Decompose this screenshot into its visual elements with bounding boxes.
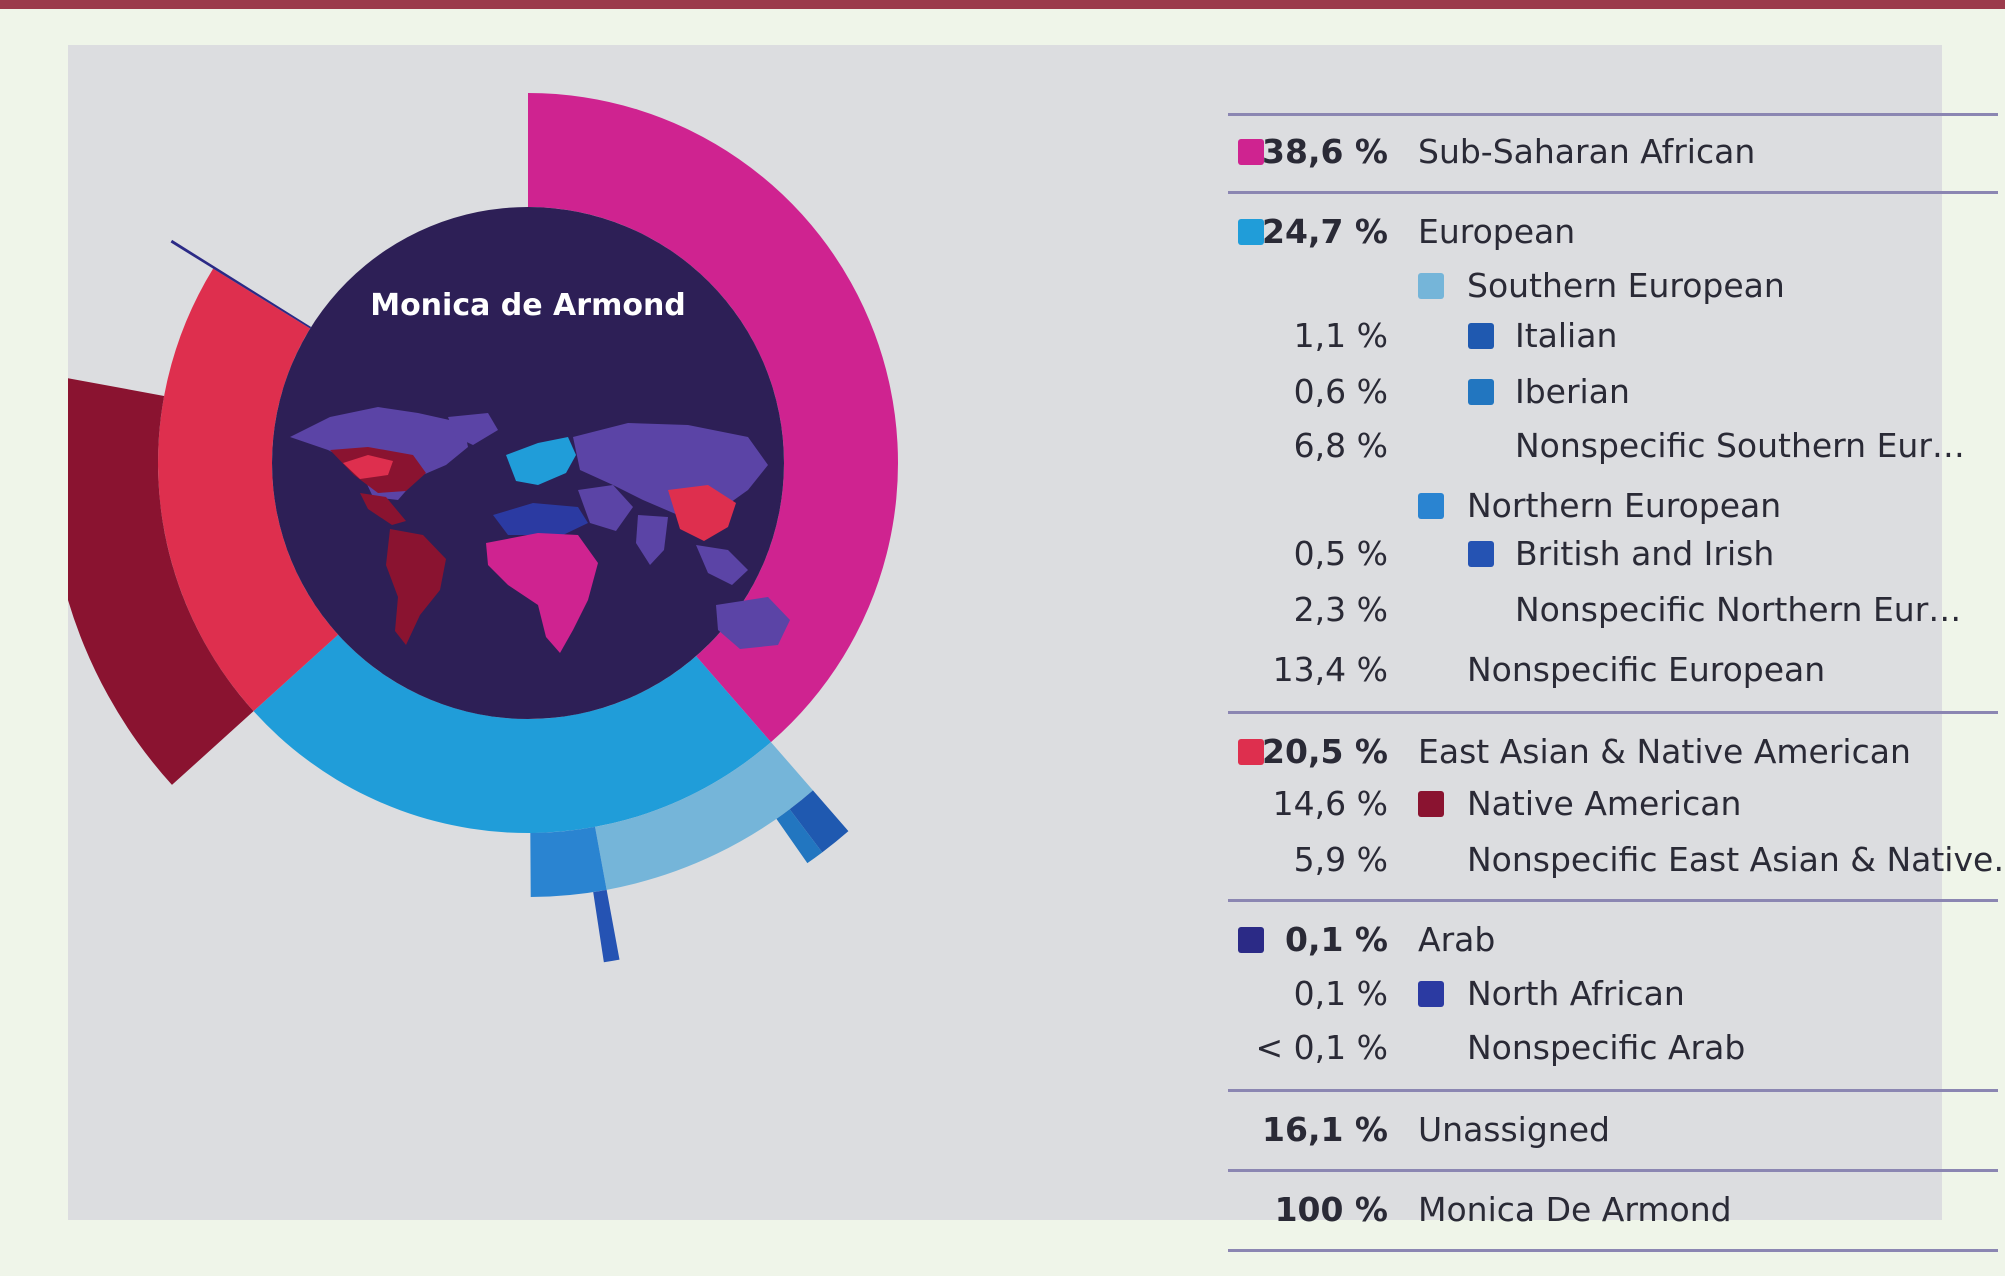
legend-swatch [1238,139,1264,165]
legend-label: Nonspecific European [1467,650,1826,689]
legend-row-european: 24,7 % European [1228,207,1998,257]
legend-row-native-american: 14,6 % Native American [1228,779,1998,829]
ring1-sub-saharan-african [528,93,898,743]
legend-swatch [1468,541,1494,567]
legend-rule [1228,711,1998,714]
ring1-arab [170,239,312,329]
legend-pct: 0,6 % [1293,372,1388,411]
ring1-european [253,634,771,833]
map-middle-east [578,485,633,531]
legend-pct: 100 % [1274,1190,1388,1229]
legend-pct: 13,4 % [1272,650,1388,689]
legend-pct: 0,1 % [1284,920,1388,959]
legend-pct: 38,6 % [1262,132,1388,171]
legend-row-nonspecific-northern: 2,3 % Nonspecific Northern Eur… [1228,585,1998,635]
legend-row-southern-european: Southern European [1228,261,1998,311]
map-southeast-asia [696,545,748,585]
legend-swatch [1238,219,1264,245]
legend-label: British and Irish [1515,534,1775,573]
legend-label: Nonspecific Northern Eur… [1515,590,1962,629]
center-title: Monica de Armond [370,288,686,323]
legend-row-northern-european: Northern European [1228,481,1998,531]
legend-row-nonspecific-east-asian: 5,9 % Nonspecific East Asian & Native… [1228,835,2005,885]
ring1-east-asian-native-american [157,268,339,712]
map-greenland [448,413,498,445]
legend-swatch [1418,981,1444,1007]
legend-row-nonspecific-arab: < 0,1 % Nonspecific Arab [1228,1023,1998,1073]
legend-label: East Asian & Native American [1418,732,1911,771]
chart-panel: Monica de Armond 38,6 % Sub-Saharan Afri… [68,45,2005,1252]
legend-row-north-african: 0,1 % North African [1228,969,1998,1019]
legend-row-unassigned: 16,1 % Unassigned [1228,1105,1998,1155]
legend-rule [1228,1089,1998,1092]
legend-swatch [1418,273,1444,299]
legend-rule [1228,1249,1998,1252]
legend-row-sub-saharan-african: 38,6 % Sub-Saharan African [1228,127,1998,177]
legend-pct: 6,8 % [1293,426,1388,465]
legend-rule [1228,1169,1998,1172]
legend-pct: 1,1 % [1293,316,1388,355]
map-mexico [360,493,406,525]
legend-row-british-irish: 0,5 % British and Irish [1228,529,1998,579]
legend-label: Iberian [1515,372,1630,411]
legend-row-nonspecific-european: 13,4 % Nonspecific European [1228,645,1998,695]
legend-row-nonspecific-southern: 6,8 % Nonspecific Southern Eur… [1228,421,1998,471]
legend-pct: 0,1 % [1293,974,1388,1013]
legend-label: Native American [1467,784,1742,823]
ring2-northern-european [530,826,607,897]
ring3-italian [789,790,849,853]
legend-row-iberian: 0,6 % Iberian [1228,367,1998,417]
legend: 38,6 % Sub-Saharan African 24,7 % Europe… [1228,113,2005,1253]
legend-label: North African [1467,974,1685,1013]
legend-rule [1228,191,1998,194]
legend-rule [1228,899,1998,902]
legend-pct: 2,3 % [1293,590,1388,629]
map-canada [343,455,393,479]
map-australia [716,597,790,649]
legend-row-east-asian-native-american: 20,5 % East Asian & Native American [1228,727,1998,777]
map-europe [506,437,576,485]
legend-label: Monica De Armond [1418,1190,1732,1229]
map-south-america [386,529,446,645]
legend-label: Italian [1515,316,1618,355]
legend-label: Unassigned [1418,1110,1610,1149]
legend-swatch [1238,739,1264,765]
legend-row-italian: 1,1 % Italian [1228,311,1998,361]
ring3-british-and-irish [593,889,620,963]
legend-label: Southern European [1467,266,1785,305]
world-map [290,407,790,653]
ring2-southern-european [595,742,813,890]
map-east-asia [668,485,736,541]
legend-rule [1228,113,1998,116]
legend-label: Nonspecific Arab [1467,1028,1746,1067]
legend-swatch [1238,927,1264,953]
legend-pct: 5,9 % [1293,840,1388,879]
legend-label: Nonspecific East Asian & Native… [1467,840,2005,879]
top-rule [0,0,2005,9]
legend-label: Nonspecific Southern Eur… [1515,426,1965,465]
legend-label: European [1418,212,1576,251]
legend-swatch [1468,379,1494,405]
map-india [636,515,668,565]
ring3-iberian [776,809,823,864]
legend-label: Sub-Saharan African [1418,132,1756,171]
legend-pct: < 0,1 % [1255,1028,1388,1067]
legend-swatch [1468,323,1494,349]
legend-swatch [1418,791,1444,817]
ring2-native-american [68,378,254,785]
legend-label: Northern European [1467,486,1782,525]
legend-row-total: 100 % Monica De Armond [1228,1185,1998,1235]
map-north-africa [493,503,588,535]
legend-row-arab: 0,1 % Arab [1228,915,1998,965]
legend-pct: 0,5 % [1293,534,1388,573]
legend-pct: 14,6 % [1272,784,1388,823]
legend-pct: 24,7 % [1262,212,1388,251]
legend-label: Arab [1418,920,1496,959]
map-africa [486,533,598,653]
sunburst-chart: Monica de Armond [68,93,898,963]
legend-swatch [1418,493,1444,519]
map-asia [573,423,768,515]
legend-pct: 20,5 % [1262,732,1388,771]
legend-pct: 16,1 % [1262,1110,1388,1149]
